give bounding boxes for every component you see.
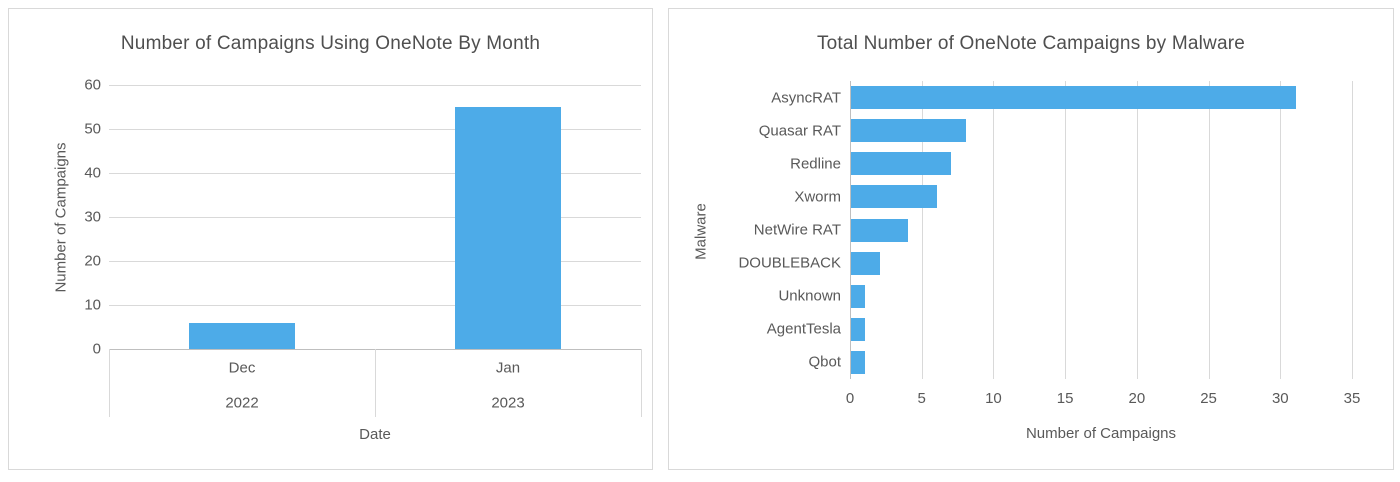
category-separator-0 (109, 349, 110, 417)
gridline-x-20 (1136, 81, 1138, 379)
bar-asyncrat (851, 86, 1296, 110)
category-separator-1 (375, 349, 376, 417)
category-label-netwire-rat: NetWire RAT (753, 221, 841, 239)
gridline-y-10 (109, 305, 641, 306)
monthly-campaigns-chart-panel: Number of Campaigns Using OneNote By Mon… (8, 8, 653, 470)
category-label-qbot: Qbot (808, 353, 841, 371)
x-axis-title-right: Number of Campaigns (1025, 425, 1177, 442)
category-label-quasar-rat: Quasar RAT (758, 122, 841, 140)
category-separator-2 (641, 349, 642, 417)
gridline-x-10 (993, 81, 995, 379)
gridline-x-5 (921, 81, 923, 379)
bar-jan (455, 107, 561, 349)
x-axis-title-left: Date (359, 426, 391, 443)
gridline-y-40 (109, 173, 641, 174)
bar-xworm (851, 185, 938, 209)
plot-area-malware (850, 81, 1353, 379)
y-tick-label-10: 10 (84, 296, 101, 314)
bar-doubleback (851, 251, 880, 275)
x-tick-label-10: 10 (985, 390, 1002, 407)
category-label-month-jan: Jan (495, 359, 521, 377)
x-tick-label-15: 15 (1056, 390, 1074, 407)
bar-dec (189, 322, 295, 349)
category-label-agenttesla: AgentTesla (766, 320, 841, 338)
gridline-x-25 (1208, 81, 1210, 379)
plot-area-monthly (109, 85, 641, 349)
y-tick-label-30: 30 (84, 208, 101, 226)
gridline-x-15 (1065, 81, 1067, 379)
gridline-y-60 (109, 85, 641, 86)
y-tick-label-40: 40 (84, 164, 101, 182)
bar-unknown (851, 284, 866, 308)
x-tick-label-20: 20 (1128, 390, 1146, 407)
y-tick-label-50: 50 (84, 120, 101, 138)
category-label-asyncrat: AsyncRAT (771, 89, 841, 107)
gridline-y-50 (109, 129, 641, 130)
bar-quasar-rat (851, 119, 966, 143)
x-tick-label-5: 5 (917, 390, 926, 407)
y-tick-label-20: 20 (84, 252, 101, 270)
x-tick-label-25: 25 (1200, 390, 1217, 407)
x-tick-label-0: 0 (845, 390, 855, 407)
chart-title-monthly: Number of Campaigns Using OneNote By Mon… (120, 33, 541, 54)
bar-netwire-rat (851, 218, 909, 242)
category-label-year-2023: 2023 (491, 394, 525, 412)
gridline-y-30 (109, 217, 641, 218)
category-label-month-dec: Dec (228, 359, 256, 377)
category-label-xworm: Xworm (794, 188, 841, 206)
x-tick-label-30: 30 (1271, 390, 1289, 407)
malware-campaigns-chart-panel: Total Number of OneNote Campaigns by Mal… (668, 8, 1394, 470)
category-label-redline: Redline (790, 155, 841, 173)
gridline-y-20 (109, 261, 641, 262)
y-tick-label-60: 60 (84, 76, 101, 94)
bar-redline (851, 152, 952, 176)
y-axis-title-right: Malware (692, 203, 710, 260)
category-label-year-2022: 2022 (225, 394, 259, 412)
category-label-unknown: Unknown (778, 287, 841, 305)
gridline-x-0 (850, 81, 851, 379)
chart-title-malware: Total Number of OneNote Campaigns by Mal… (816, 33, 1246, 54)
bar-qbot (851, 350, 866, 374)
y-tick-label-0: 0 (92, 340, 101, 358)
bar-agenttesla (851, 317, 866, 341)
gridline-x-30 (1280, 81, 1282, 379)
x-tick-label-35: 35 (1343, 390, 1361, 407)
gridline-x-35 (1352, 81, 1353, 379)
category-label-doubleback: DOUBLEBACK (738, 254, 841, 272)
